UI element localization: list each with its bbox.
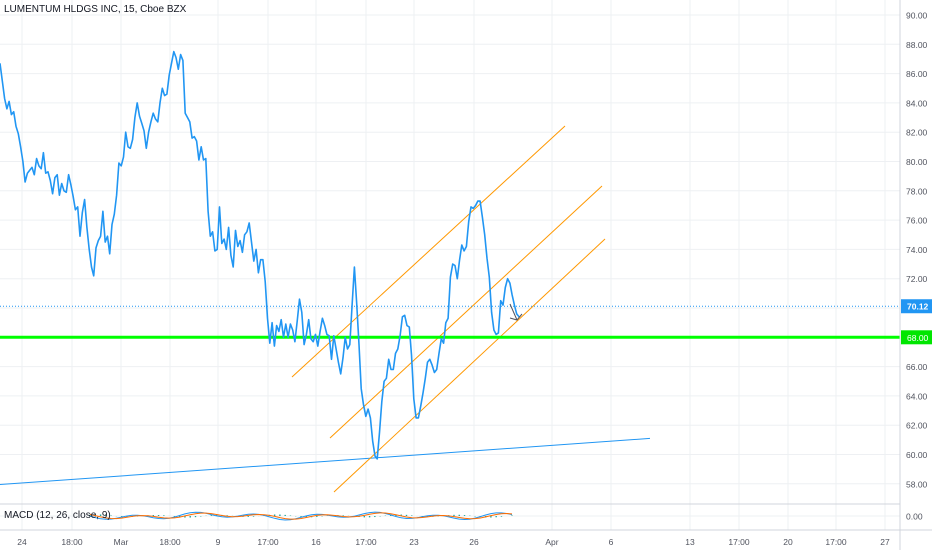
- x-tick-label: 24: [17, 537, 27, 547]
- x-tick-label: 6: [609, 537, 614, 547]
- arrow-head: [509, 313, 523, 321]
- x-tick-label: 20: [783, 537, 793, 547]
- y-tick-label: 66.00: [906, 362, 928, 372]
- x-tick-label: 17:00: [825, 537, 847, 547]
- chart-title: LUMENTUM HLDGS INC, 15, Cboe BZX: [4, 4, 187, 15]
- x-tick-label: 26: [469, 537, 479, 547]
- macd-pane: [0, 511, 900, 521]
- y-tick-label: 72.00: [906, 274, 928, 284]
- y-tick-label: 90.00: [906, 11, 928, 21]
- channel-line-1: [291, 125, 566, 378]
- price-series: [0, 50, 520, 460]
- y-tick-label: 74.00: [906, 245, 928, 255]
- x-tick-label: 9: [216, 537, 221, 547]
- grid: [0, 0, 900, 530]
- trendline: [0, 437, 651, 486]
- y-tick-label: 84.00: [906, 98, 928, 108]
- x-tick-label: 16: [311, 537, 321, 547]
- x-tick-label: Apr: [545, 537, 558, 547]
- last-price-badge: [901, 299, 932, 314]
- channel-line-2: [329, 185, 603, 439]
- x-tick-label: 13: [685, 537, 695, 547]
- macd-signal-line: [89, 512, 513, 520]
- y-tick-label: 78.00: [906, 186, 928, 196]
- macd-title: MACD (12, 26, close, 9): [4, 510, 111, 521]
- x-tick-label: 23: [409, 537, 419, 547]
- y-tick-label: 62.00: [906, 421, 928, 431]
- last-price-value: 70.12: [907, 302, 929, 312]
- y-tick-label: 82.00: [906, 128, 928, 138]
- x-tick-label: Mar: [114, 537, 129, 547]
- channel-line-3: [333, 238, 606, 493]
- support-level-value: 68.00: [907, 333, 929, 343]
- macd-zero-label: 0.00: [906, 512, 923, 522]
- drawings[interactable]: [0, 125, 900, 493]
- y-tick-label: 86.00: [906, 69, 928, 79]
- y-tick-label: 64.00: [906, 391, 928, 401]
- arrow-annotation: [509, 303, 518, 321]
- x-tick-label: 18:00: [159, 537, 181, 547]
- x-tick-label: 17:00: [728, 537, 750, 547]
- support-level-badge: [901, 330, 932, 345]
- y-tick-label: 60.00: [906, 450, 928, 460]
- price-line: [0, 50, 520, 460]
- x-tick-label: 18:00: [61, 537, 83, 547]
- x-tick-label: 17:00: [355, 537, 377, 547]
- x-tick-label: 27: [880, 537, 890, 547]
- x-tick-label: 17:00: [257, 537, 279, 547]
- y-tick-label: 80.00: [906, 157, 928, 167]
- y-tick-label: 76.00: [906, 216, 928, 226]
- y-tick-label: 88.00: [906, 40, 928, 50]
- y-tick-label: 58.00: [906, 479, 928, 489]
